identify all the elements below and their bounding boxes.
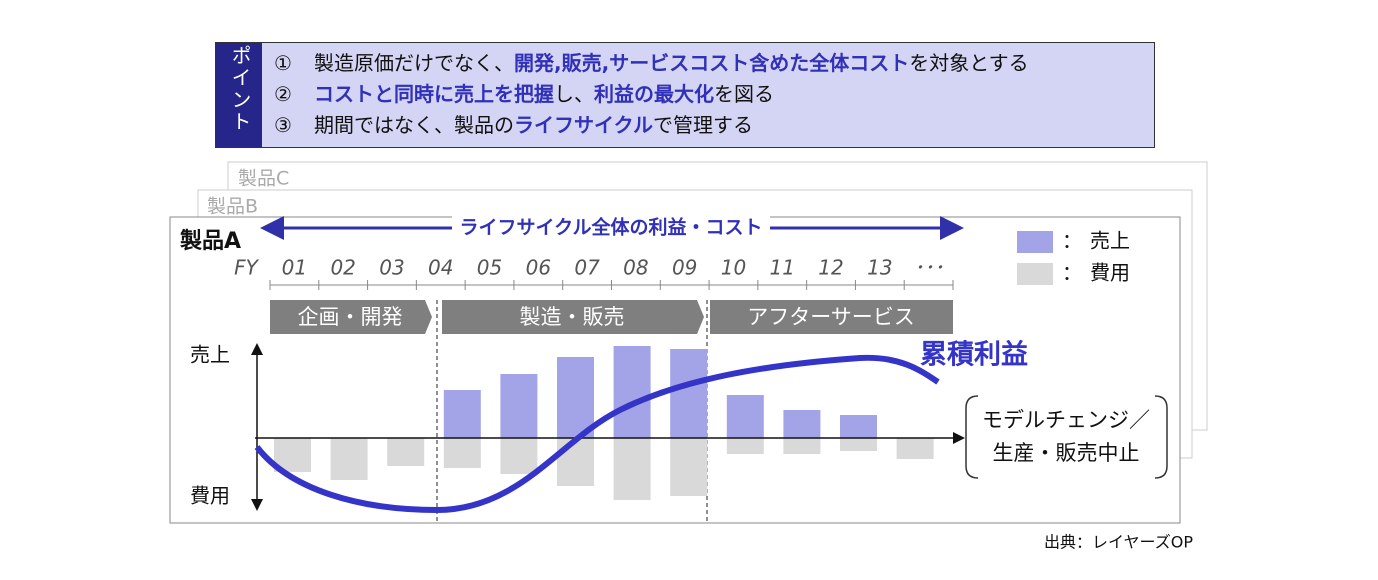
callout-text: 生産・販売中止 — [993, 441, 1140, 465]
bar — [443, 438, 481, 468]
fy-tick-label: 02 — [330, 256, 355, 280]
point-segment: 開発,販売,サービスコスト含めた全体コスト — [514, 51, 910, 75]
point-text: コストと同時に売上を把握し、利益の最大化を図る — [314, 79, 774, 109]
bar — [557, 438, 594, 486]
point-text: 期間ではなく、製品のライフサイクルで管理する — [314, 110, 753, 140]
point-segment: 利益の最大化 — [594, 82, 714, 106]
bar — [500, 374, 538, 438]
phase-label: アフターサービス — [747, 305, 915, 329]
fy-tick-label: 12 — [818, 256, 843, 280]
curve-label: 累積利益 — [920, 340, 1028, 371]
fy-label: FY — [234, 256, 260, 280]
points-label: ポイント — [228, 45, 252, 133]
bar — [726, 395, 764, 438]
callout-text: モデルチェンジ／ — [982, 408, 1150, 432]
phase-label: 企画・開発 — [298, 305, 403, 329]
point-text: 製造原価だけでなく、開発,販売,サービスコスト含めた全体コストを対象とする — [314, 48, 1029, 78]
bar — [330, 438, 368, 480]
callout-bracket — [965, 395, 1168, 479]
phase-arrow — [270, 300, 432, 334]
point-segment: 製造原価だけでなく、 — [314, 51, 514, 75]
point-number: ① — [274, 51, 292, 75]
point-number: ② — [274, 82, 292, 106]
fy-tick-label: 03 — [379, 256, 404, 280]
legend-prefix: ： — [1062, 261, 1082, 285]
points-label-strip — [216, 43, 262, 147]
product-label: 製品B — [207, 196, 258, 218]
product-label: 製品A — [179, 228, 241, 254]
phase-arrow — [710, 300, 953, 334]
fy-tick-label: 04 — [428, 256, 453, 280]
point-segment: で管理する — [653, 113, 753, 137]
bar — [840, 438, 877, 451]
point-segment: ライフサイクル — [514, 113, 653, 137]
fy-tick-label: 08 — [623, 256, 648, 280]
span-label-bg — [452, 215, 770, 241]
source: 出典：レイヤーズOP — [1044, 533, 1193, 552]
bar — [500, 438, 538, 474]
fy-tick-label: 07 — [574, 256, 600, 280]
bar — [670, 438, 708, 496]
legend-label: 費用 — [1090, 261, 1130, 285]
bar — [840, 415, 877, 438]
span-label: ライフサイクル全体の利益・コスト — [459, 216, 762, 239]
points-box — [215, 42, 1155, 148]
legend-label: 売上 — [1090, 229, 1130, 253]
point-segment: コストと同時に売上を把握 — [314, 82, 554, 106]
y-label-bottom: 費用 — [190, 484, 230, 508]
phase-label: 製造・販売 — [520, 305, 625, 329]
fy-tick-label: ･･･ — [914, 256, 944, 280]
bar — [613, 346, 651, 438]
fy-tick-label: 09 — [672, 256, 697, 280]
fy-tick-label: 01 — [282, 256, 307, 280]
fy-tick-label: 10 — [721, 256, 746, 280]
bar — [387, 438, 425, 466]
bar — [670, 349, 708, 438]
product-label: 製品C — [238, 168, 289, 190]
fy-tick-label: 11 — [770, 256, 795, 280]
bar — [726, 438, 764, 454]
fy-tick-label: 13 — [867, 256, 892, 280]
legend-swatch — [1017, 263, 1053, 285]
profit-curve — [254, 354, 940, 514]
bar — [557, 357, 594, 438]
bar — [783, 438, 821, 454]
point-number: ③ — [274, 113, 292, 137]
fy-tick-label: 05 — [477, 256, 502, 280]
bar — [896, 438, 934, 459]
legend-swatch — [1017, 231, 1053, 253]
bar — [783, 410, 821, 438]
point-segment: し、 — [554, 82, 594, 106]
legend-prefix: ： — [1062, 229, 1082, 253]
point-segment: 期間ではなく、製品の — [314, 113, 514, 137]
point-segment: を対象とする — [909, 51, 1029, 75]
y-label-top: 売上 — [190, 343, 230, 367]
phase-arrow — [442, 300, 704, 334]
fy-tick-label: 06 — [526, 256, 551, 280]
bar — [443, 390, 481, 438]
point-segment: を図る — [714, 82, 774, 106]
bar — [613, 438, 651, 500]
